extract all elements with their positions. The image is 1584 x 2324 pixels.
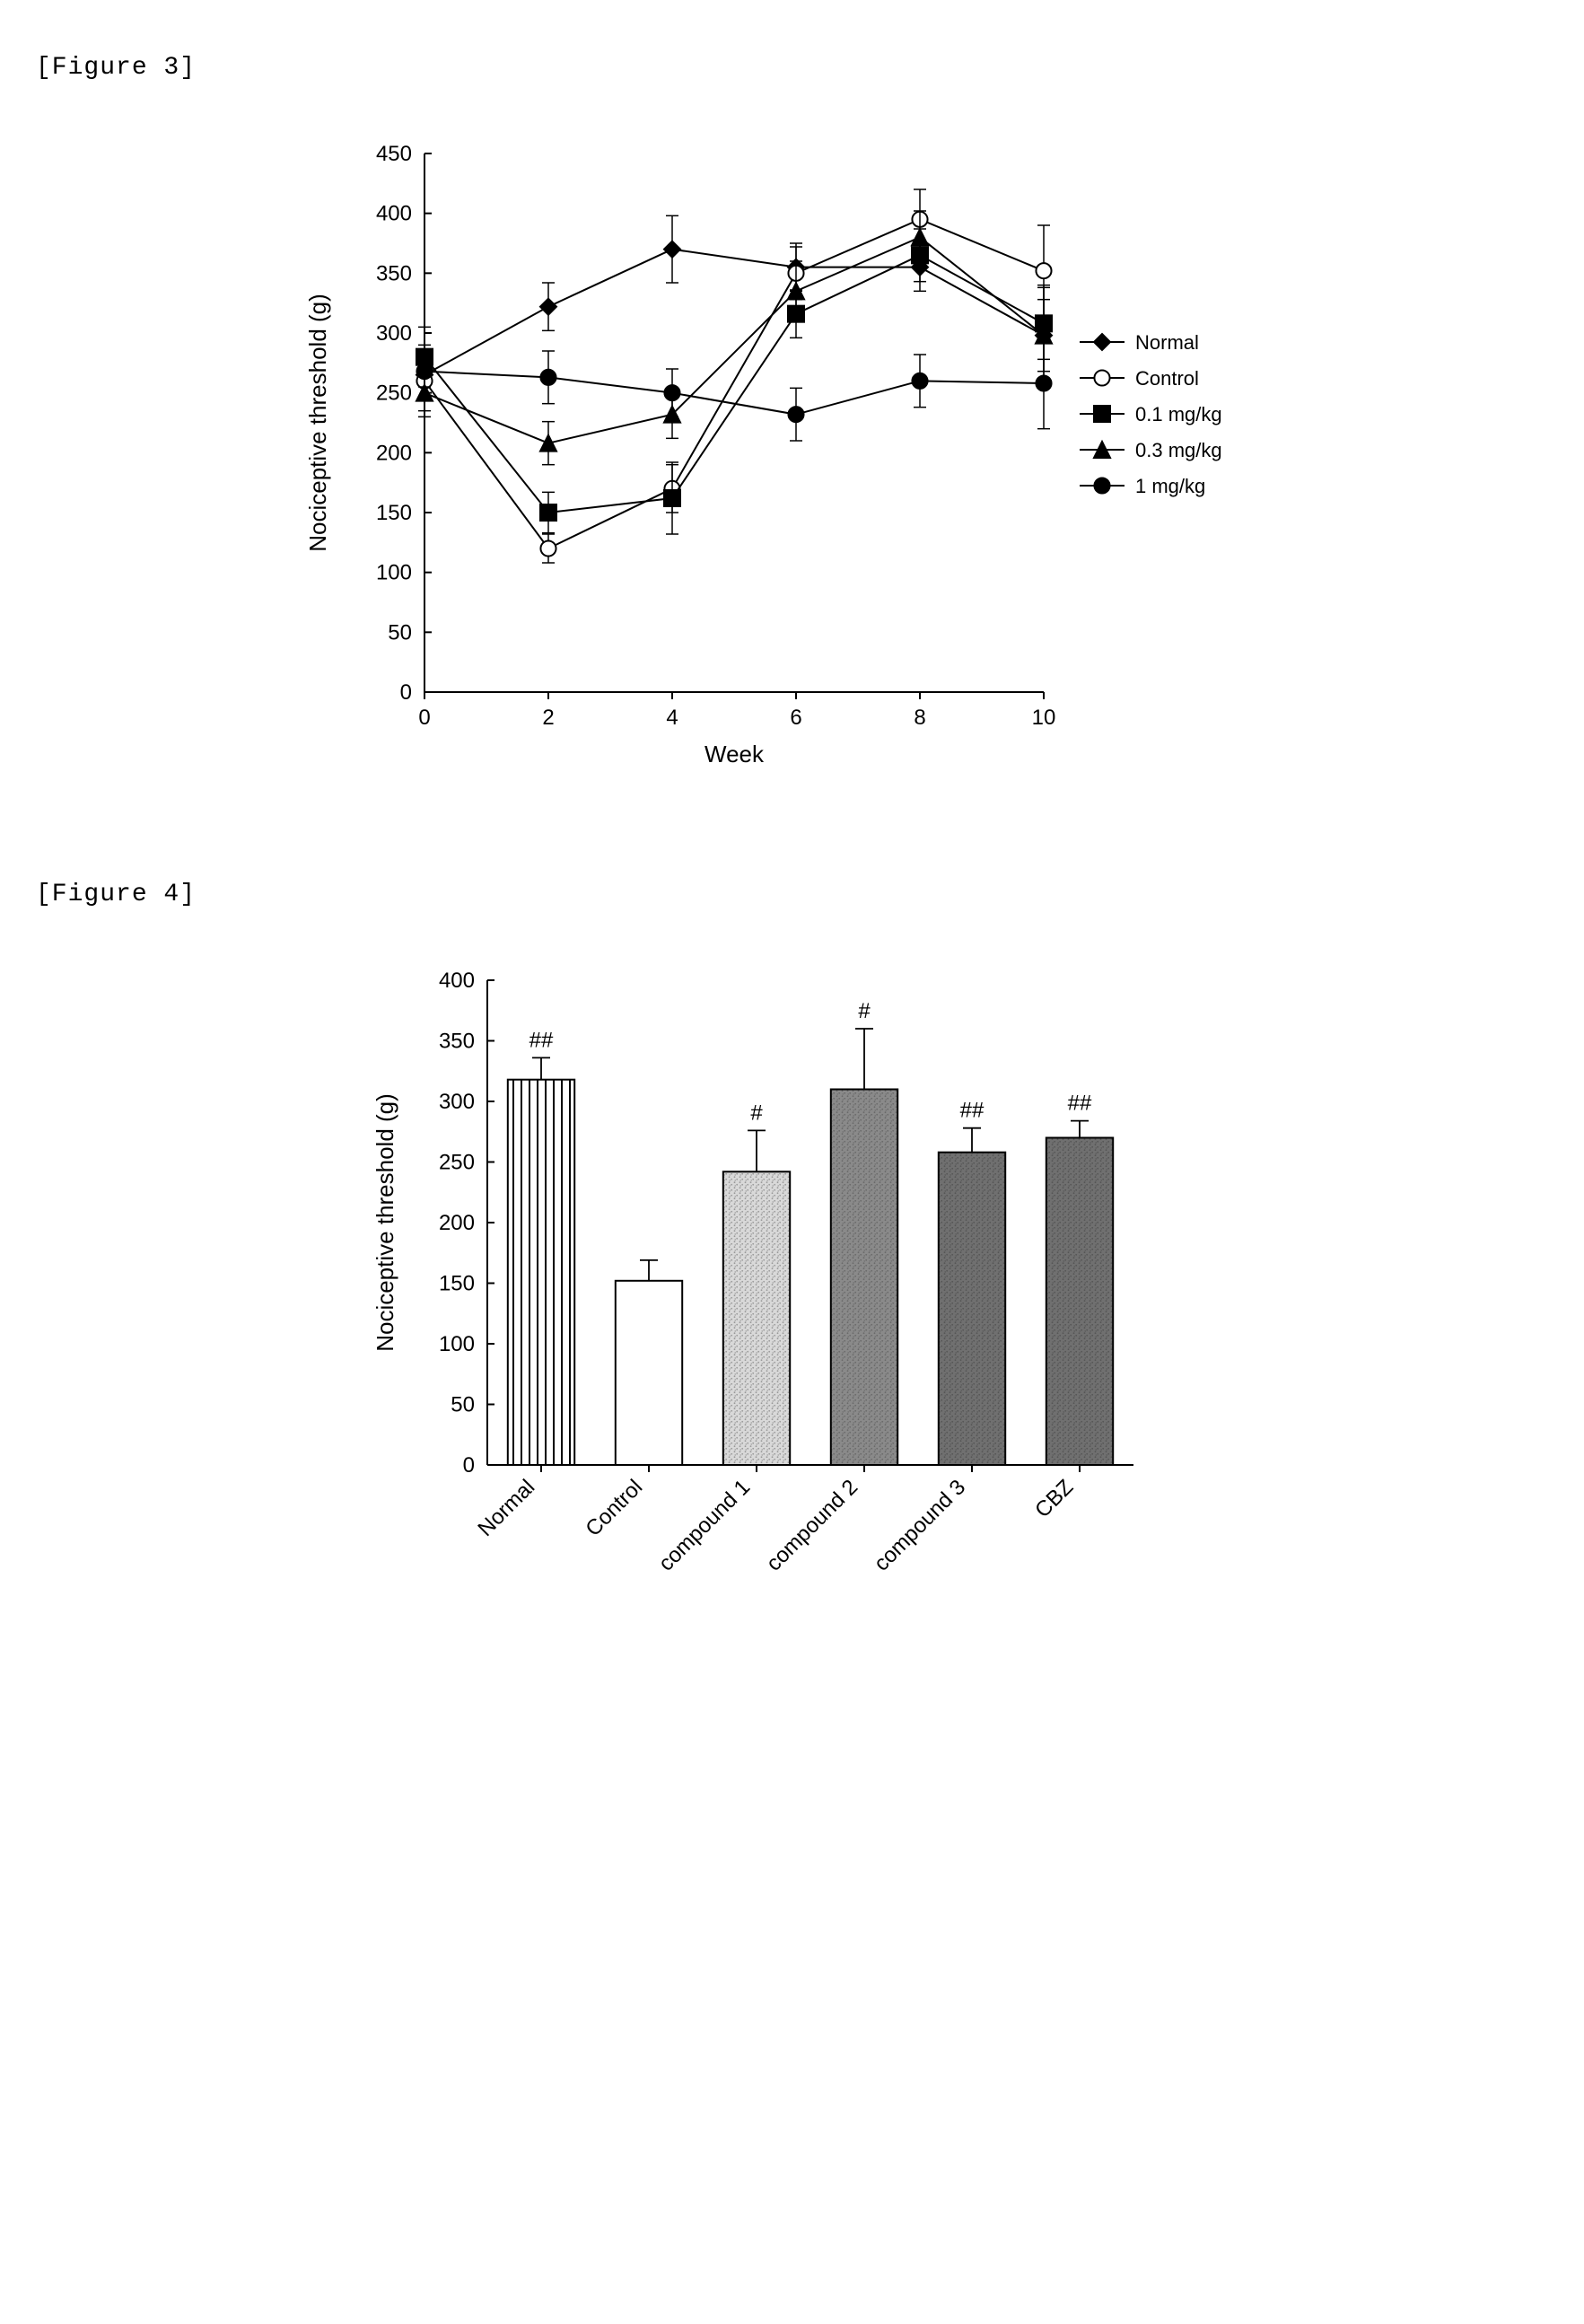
svg-text:0.1 mg/kg: 0.1 mg/kg [1135, 403, 1222, 425]
svg-text:##: ## [959, 1099, 984, 1123]
svg-text:250: 250 [375, 381, 411, 406]
figure-3: [Figure 3] 050100150200250300350400450No… [36, 54, 1548, 791]
svg-text:50: 50 [388, 620, 412, 645]
svg-text:1 mg/kg: 1 mg/kg [1135, 475, 1205, 497]
svg-text:150: 150 [375, 501, 411, 525]
svg-text:2: 2 [542, 706, 554, 730]
figure-4-label: [Figure 4] [36, 881, 1548, 908]
svg-text:0: 0 [418, 706, 430, 730]
figure-4-chart-container: 0 50 100 150 200 250 300 350 400 Nociceptive thre… [36, 944, 1548, 1662]
svg-text:##: ## [1067, 1092, 1091, 1116]
svg-text:Normal: Normal [1135, 331, 1199, 354]
svg-text:50: 50 [451, 1393, 475, 1417]
svg-text:350: 350 [375, 261, 411, 285]
svg-text:0.3 mg/kg: 0.3 mg/kg [1135, 439, 1222, 461]
svg-text:#: # [858, 999, 871, 1023]
svg-text:#: # [750, 1101, 763, 1125]
svg-text:CBZ: CBZ [1030, 1475, 1078, 1522]
figure-4: [Figure 4] 0 50 100 150 200 250 300 350 400 Nocic… [36, 881, 1548, 1662]
figure-3-chart-container: 050100150200250300350400450Nociceptive t… [36, 118, 1548, 791]
svg-text:compound 2: compound 2 [761, 1475, 862, 1575]
svg-text:200: 200 [438, 1211, 474, 1235]
svg-text:0: 0 [462, 1453, 474, 1478]
svg-text:8: 8 [914, 706, 925, 730]
svg-text:350: 350 [438, 1030, 474, 1054]
svg-text:100: 100 [438, 1332, 474, 1356]
svg-text:0: 0 [399, 680, 411, 705]
svg-text:6: 6 [790, 706, 801, 730]
svg-text:100: 100 [375, 561, 411, 585]
figure-3-line-chart: 050100150200250300350400450Nociceptive t… [254, 118, 1331, 791]
svg-text:Nociceptive threshold (g): Nociceptive threshold (g) [304, 294, 331, 552]
svg-text:Nociceptive threshold (g): Nociceptive threshold (g) [372, 1093, 398, 1352]
svg-text:450: 450 [375, 142, 411, 166]
svg-text:400: 400 [438, 969, 474, 993]
svg-text:250: 250 [438, 1151, 474, 1175]
svg-text:compound 1: compound 1 [653, 1475, 754, 1575]
svg-text:Week: Week [704, 741, 765, 767]
svg-text:300: 300 [438, 1090, 474, 1114]
svg-text:##: ## [529, 1028, 553, 1052]
svg-text:10: 10 [1031, 706, 1055, 730]
svg-text:200: 200 [375, 441, 411, 465]
figure-3-label: [Figure 3] [36, 54, 1548, 82]
svg-text:300: 300 [375, 321, 411, 346]
figure-4-bar-chart: 0 50 100 150 200 250 300 350 400 Nociceptive thre… [254, 944, 1331, 1662]
svg-text:150: 150 [438, 1272, 474, 1296]
svg-text:4: 4 [666, 706, 678, 730]
svg-text:Control: Control [581, 1475, 647, 1541]
svg-text:Normal: Normal [473, 1475, 539, 1541]
svg-text:compound 3: compound 3 [869, 1475, 969, 1575]
svg-text:400: 400 [375, 202, 411, 226]
svg-text:Control: Control [1135, 367, 1199, 390]
